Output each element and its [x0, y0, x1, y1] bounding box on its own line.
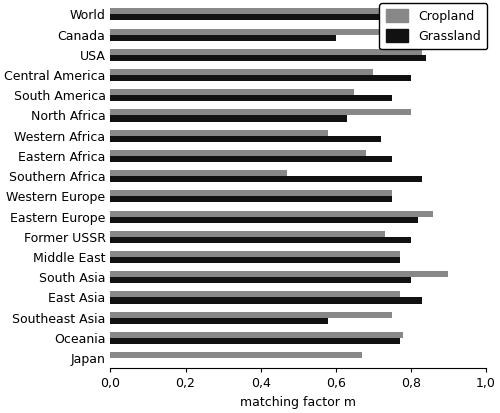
Bar [110, 271, 448, 277]
Bar [110, 95, 392, 101]
Bar [110, 237, 411, 243]
Bar [110, 28, 418, 35]
Bar [110, 55, 426, 61]
Bar [110, 69, 373, 75]
Bar [110, 75, 411, 81]
Bar [110, 170, 287, 176]
Bar [110, 211, 434, 216]
Bar [110, 116, 347, 121]
Bar [110, 136, 381, 142]
Bar [110, 156, 392, 162]
Bar [110, 251, 400, 257]
Bar [110, 292, 400, 297]
Bar [110, 297, 422, 304]
Bar [110, 352, 362, 358]
Bar [110, 312, 392, 318]
Bar [110, 109, 411, 116]
Bar [110, 231, 384, 237]
Bar [110, 49, 422, 55]
Bar [110, 8, 384, 14]
Bar [110, 216, 418, 223]
Legend: Cropland, Grassland: Cropland, Grassland [380, 3, 487, 49]
Bar [110, 338, 400, 344]
Bar [110, 89, 354, 95]
Bar [110, 14, 404, 21]
Bar [110, 196, 392, 202]
Bar [110, 332, 404, 338]
Bar [110, 318, 328, 324]
Bar [110, 176, 422, 182]
Bar [110, 35, 336, 40]
Bar [110, 277, 411, 283]
X-axis label: matching factor m: matching factor m [240, 396, 356, 409]
Bar [110, 257, 400, 263]
Bar [110, 190, 392, 196]
Bar [110, 130, 328, 136]
Bar [110, 150, 366, 156]
